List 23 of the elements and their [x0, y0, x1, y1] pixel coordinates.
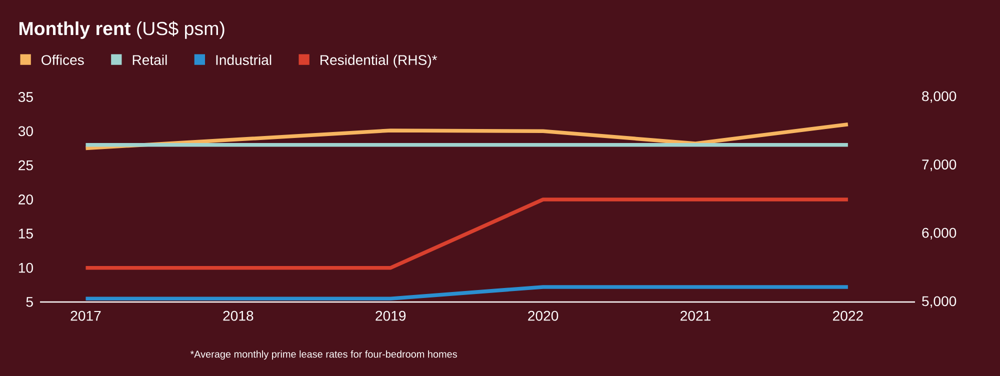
y2-tick-label: 8,000: [922, 91, 956, 103]
y2-tick-label: 5,000: [922, 296, 956, 308]
y-tick-label: 15: [18, 228, 33, 239]
y2-tick-label: 7,000: [922, 160, 956, 172]
x-tick-label: 2019: [376, 310, 406, 321]
x-tick-label: 2021: [680, 310, 710, 321]
y-tick-label: 5: [26, 297, 33, 307]
x-tick-label: 2017: [70, 310, 101, 321]
y-tick-label: 20: [18, 194, 33, 204]
chart-title: Monthly rent (US$ psm): [19, 21, 224, 39]
x-tick-label: 2020: [528, 310, 558, 321]
y-tick-label: 10: [18, 262, 33, 273]
x-tick-label: 2018: [223, 310, 254, 321]
legend-label: Industrial: [216, 54, 272, 66]
legend-label: Offices: [42, 54, 84, 66]
y-tick-label: 25: [18, 160, 33, 170]
x-tick-label: 2022: [833, 310, 863, 321]
legend-label: Residential (RHS)*: [320, 54, 438, 68]
legend-label: Retail: [132, 54, 167, 66]
y-tick-label: 35: [18, 92, 33, 102]
y2-tick-label: 6,000: [922, 228, 956, 240]
text: *Average monthly prime lease rates for four-bedroom homes: [190, 350, 457, 360]
y-tick-label: 30: [18, 126, 33, 136]
